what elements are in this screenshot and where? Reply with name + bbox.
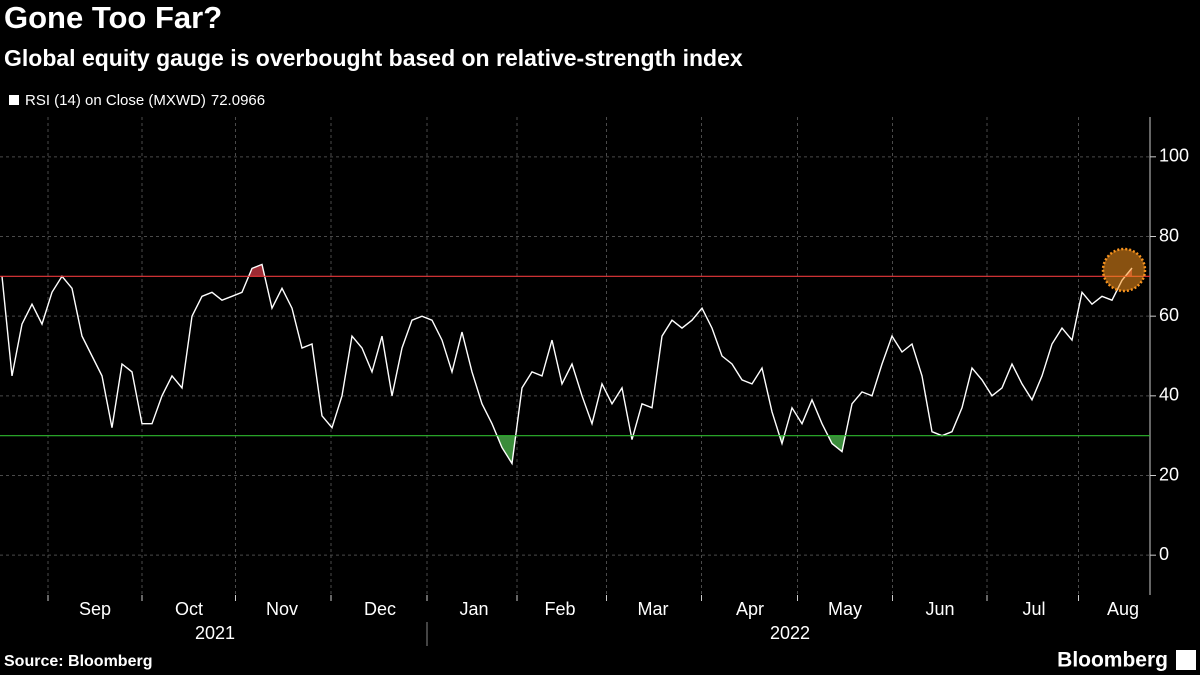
x-tick-label: Apr [736,599,764,619]
x-tick-label: Nov [266,599,298,619]
legend-swatch [9,95,19,105]
x-tick-label: Jul [1022,599,1045,619]
rsi-line [1,263,1133,466]
brand-logo: Bloomberg [1057,649,1168,672]
x-tick-label: Mar [638,599,669,619]
y-tick-label: 100 [1159,146,1189,166]
y-tick-label: 20 [1159,464,1179,484]
brand-icon [1176,650,1196,670]
legend-label: RSI (14) on Close (MXWD) [25,92,206,109]
chart-subtitle: Global equity gauge is overbought based … [4,45,743,71]
y-tick-label: 40 [1159,385,1179,405]
x-tick-label: Aug [1107,599,1139,619]
x-tick-label: Oct [175,599,203,619]
year-label: 2021 [195,623,235,643]
highlight-circle [1101,247,1147,293]
x-tick-label: Jan [459,599,488,619]
x-tick-label: Feb [544,599,575,619]
x-tick-label: Dec [364,599,396,619]
y-tick-label: 0 [1159,544,1169,564]
year-label: 2022 [770,623,810,643]
legend-last-value: 72.0966 [211,92,265,109]
x-tick-label: Sep [79,599,111,619]
x-tick-label: Jun [925,599,954,619]
x-tick-label: May [828,599,862,619]
source: Source: Bloomberg [4,653,152,670]
chart-title: Gone Too Far? [4,0,222,35]
y-tick-label: 80 [1159,225,1179,245]
y-tick-label: 60 [1159,305,1179,325]
